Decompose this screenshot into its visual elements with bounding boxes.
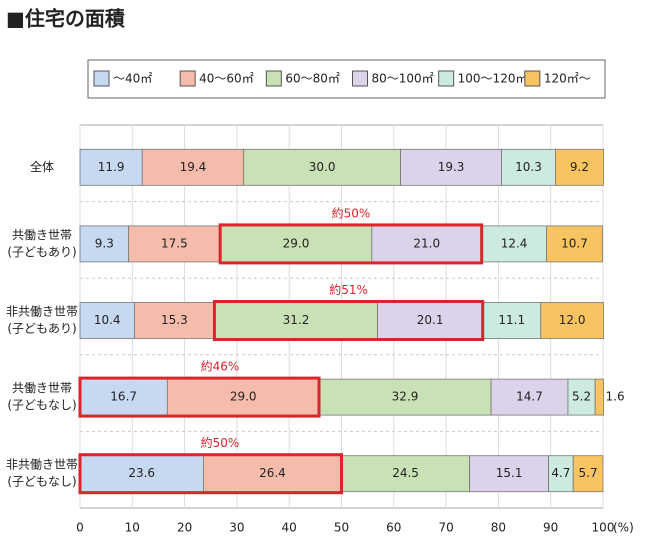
bar-segment [79,302,135,339]
bar-segment [166,378,320,416]
legend-label: ～40㎡ [113,72,152,86]
x-tick-label: 20 [177,521,192,535]
bar-segment [377,302,484,339]
y-tick-label: (子どもあり) [7,245,76,259]
legend-swatch [179,70,196,87]
bar-segment [490,378,569,416]
value-label: 15.1 [496,466,523,480]
bar-segment [567,378,596,416]
legend-swatch [93,70,110,87]
x-tick-label: 100 [592,521,615,535]
value-label: 10.4 [94,313,121,327]
chart-title: ■住宅の面積 [6,7,126,31]
legend-label: 40～60㎡ [199,72,254,86]
bar-segment [371,225,483,263]
bar-segment [79,225,130,263]
bar-segment [482,302,542,339]
y-tick-label: (子どもあり) [7,322,76,336]
value-label: 4.7 [551,466,570,480]
y-tick-label: (子どもなし) [7,475,76,489]
legend-label: 100～120㎡ [458,72,528,86]
value-label: 32.9 [392,390,419,404]
value-label: 11.1 [498,313,525,327]
highlight-box [212,300,485,341]
legend-swatch [438,70,455,87]
x-tick-label: 10 [125,521,140,535]
value-label: 29.0 [230,390,257,404]
bar-segment [133,302,215,339]
legend-label: 80～100㎡ [372,72,434,86]
value-label: 17.5 [161,236,188,250]
y-tick-label: 共働き世帯 [12,228,72,242]
highlight-box [78,376,321,418]
value-label: 23.6 [128,466,155,480]
bar-segment [572,455,604,493]
value-label: 1.6 [606,390,625,404]
annotation: 約46% [201,359,240,374]
x-tick-label: 90 [543,521,558,535]
x-tick-label: 0 [76,521,84,535]
bar-segment [501,148,556,186]
value-label: 21.0 [413,236,440,250]
legend-swatch [352,70,368,87]
value-label: 12.0 [559,313,586,327]
annotation: 約51% [329,282,368,297]
value-label: 29.0 [283,236,310,250]
bar-segment [594,378,604,416]
value-label: 12.4 [501,236,528,250]
x-tick-label: 30 [229,521,244,535]
bar-segment [481,225,547,263]
y-tick-label: (子どもなし) [7,398,76,412]
bar-segment [214,302,378,339]
x-tick-label: 70 [438,521,453,535]
legend-swatch [265,70,282,87]
value-label: 20.1 [417,313,444,327]
value-label: 9.3 [95,236,114,250]
x-unit: (%) [613,521,634,535]
bar-segment [548,455,574,493]
value-label: 30.0 [309,160,336,174]
value-label: 11.9 [98,160,125,174]
x-tick-label: 50 [334,521,349,535]
legend-swatch [524,70,541,87]
y-tick-label: 非共働き世帯 [6,305,78,319]
y-tick-label: 非共働き世帯 [6,458,78,472]
x-tick-label: 40 [282,521,297,535]
x-tick-label: 60 [386,521,401,535]
bar-segment [555,148,604,186]
bar-segment [546,225,603,263]
bar-segment [219,225,373,263]
value-label: 19.3 [438,160,465,174]
value-label: 5.7 [579,466,598,480]
value-label: 31.2 [283,313,310,327]
highlight-box [78,453,343,495]
annotation: 約50% [201,435,240,450]
value-label: 15.3 [161,313,188,327]
value-label: 19.4 [180,160,207,174]
bar-segment [540,302,604,339]
y-tick-label: 共働き世帯 [12,381,72,395]
value-label: 10.3 [515,160,542,174]
bar-segment [400,148,502,186]
legend-label: 120㎡～ [544,72,591,86]
highlight-box [218,223,484,265]
value-label: 24.5 [392,466,419,480]
x-tick-label: 80 [491,521,506,535]
annotation: 約50% [332,205,371,220]
value-label: 9.2 [570,160,589,174]
legend-label: 60～80㎡ [285,72,340,86]
bar-segment [469,455,550,493]
value-label: 10.7 [561,236,588,250]
value-label: 16.7 [110,390,137,404]
value-label: 14.7 [516,390,543,404]
value-label: 5.2 [572,390,591,404]
legend-frame [87,59,606,99]
y-tick-label: 全体 [30,159,54,174]
bar-segment [203,455,342,493]
value-label: 26.4 [259,466,286,480]
